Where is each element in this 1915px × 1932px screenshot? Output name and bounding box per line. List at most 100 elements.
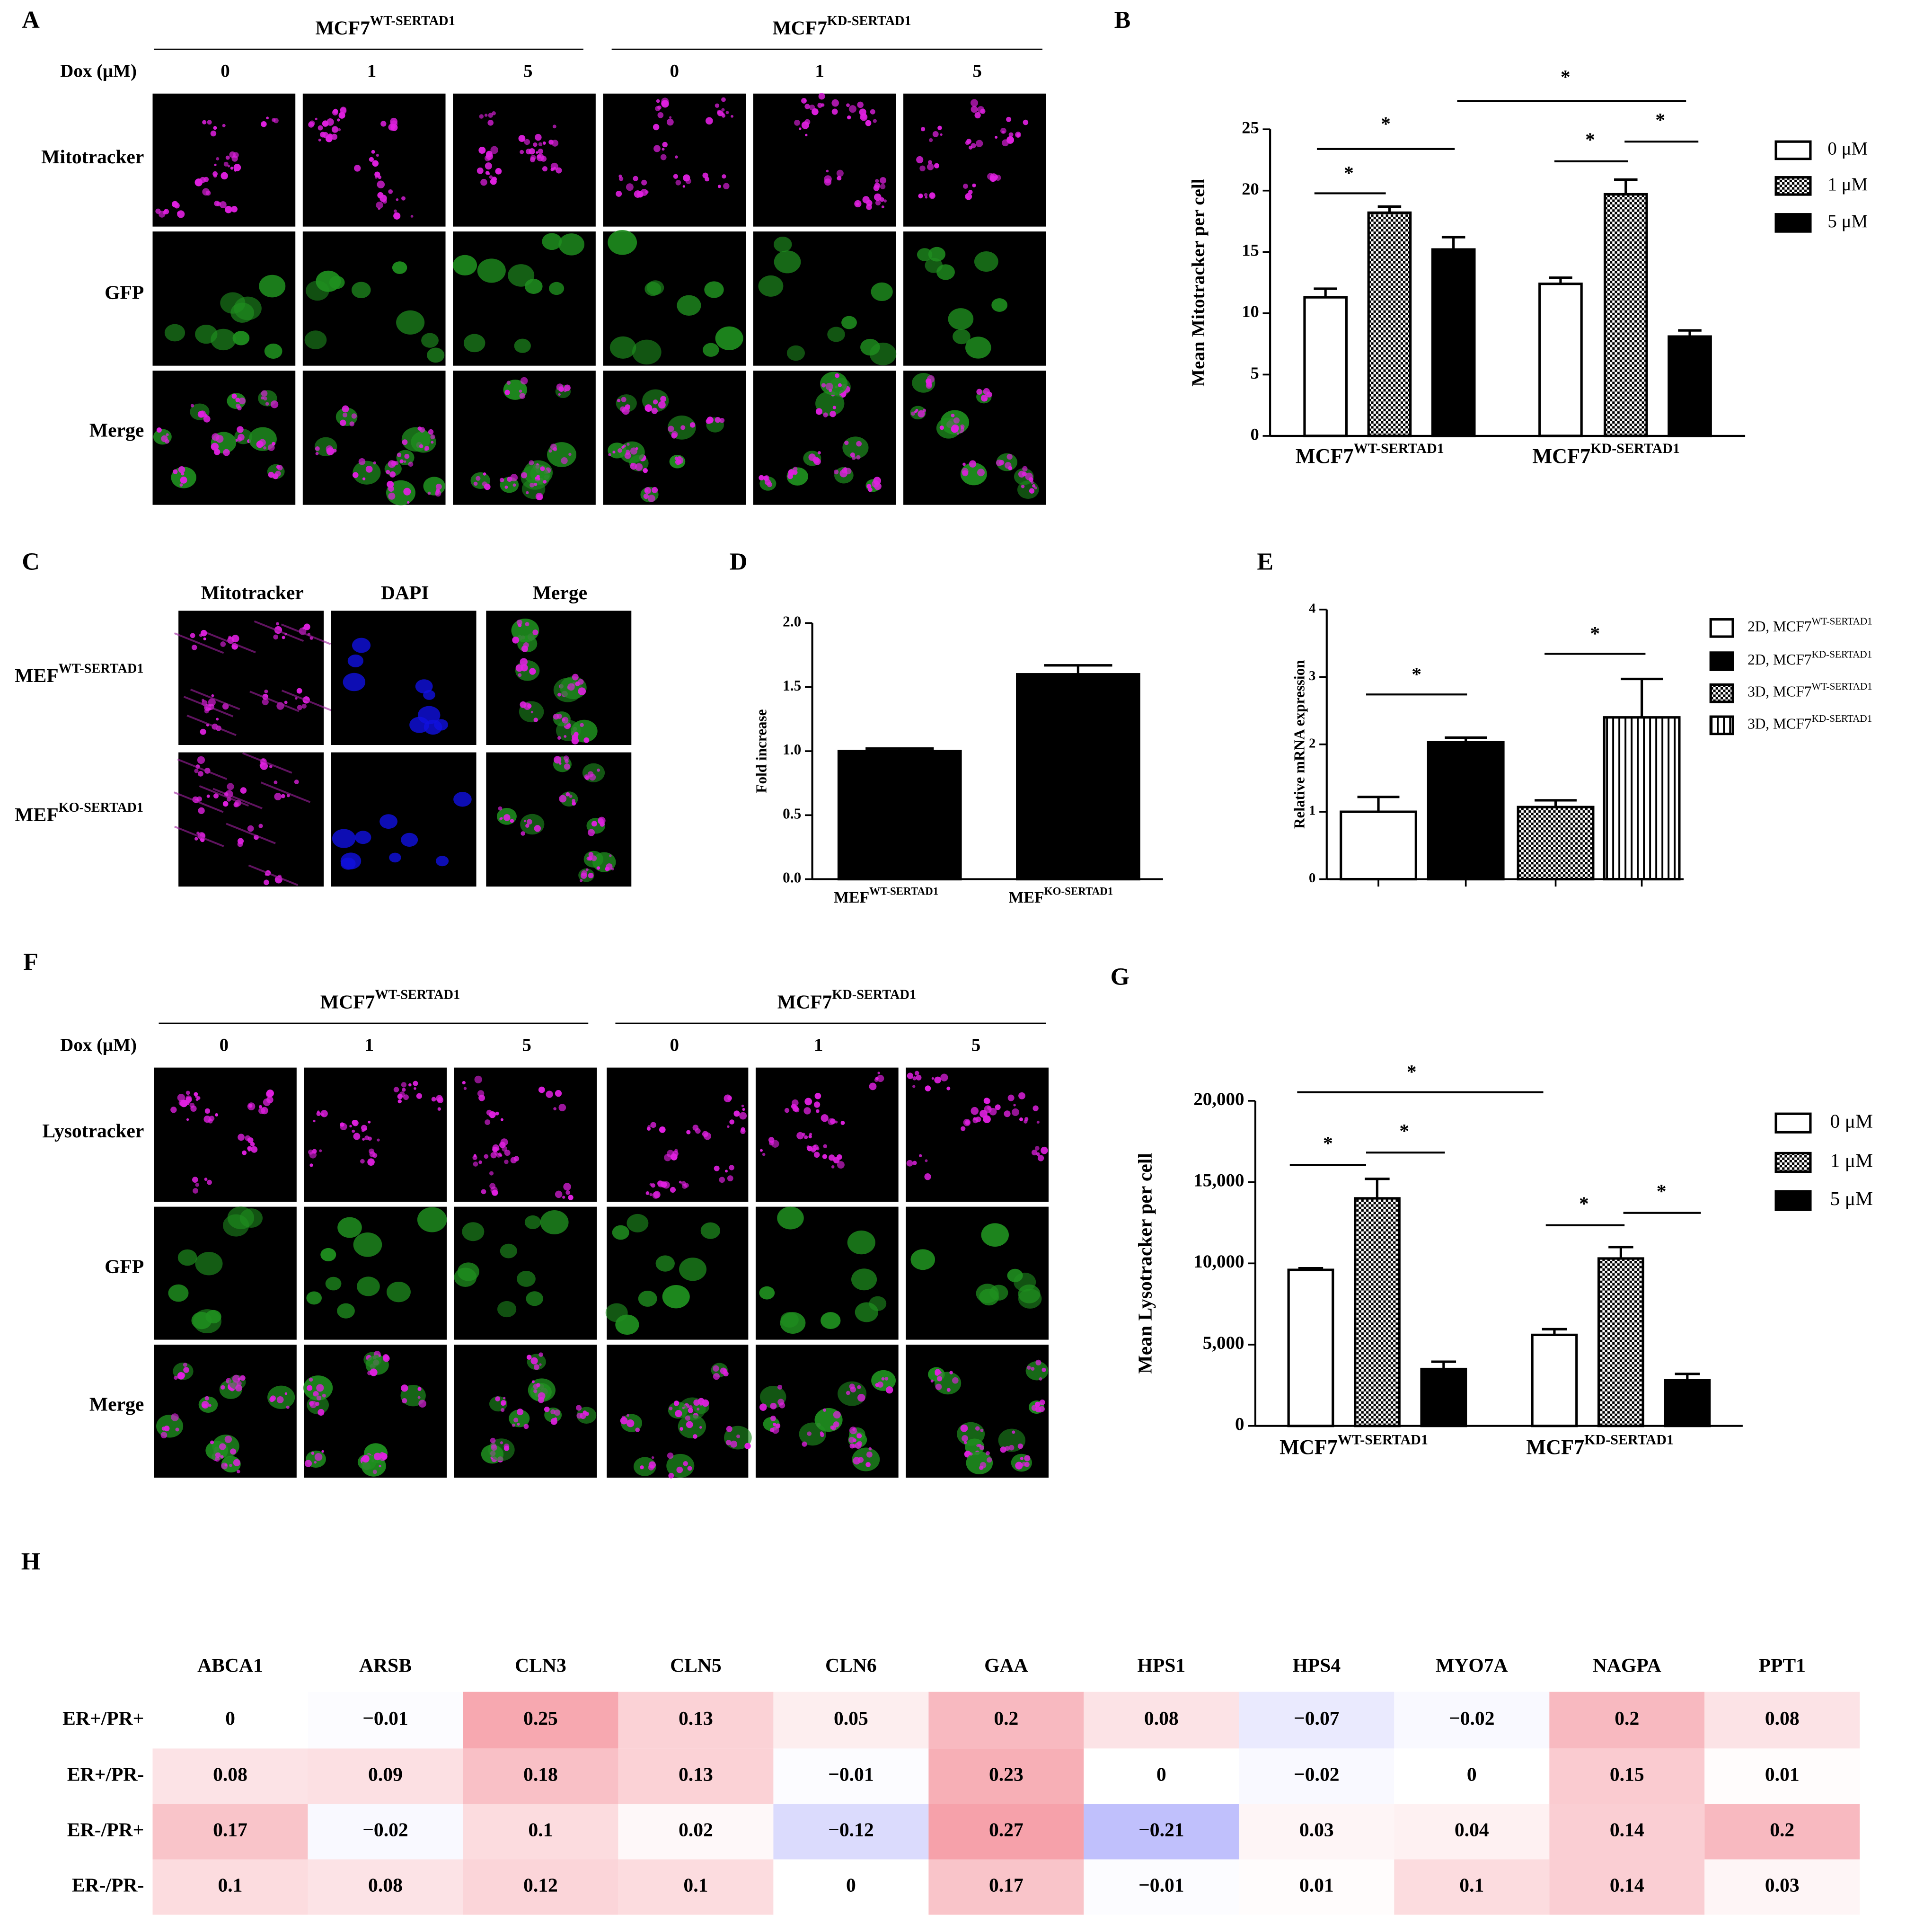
cell-signal [812,1144,819,1151]
heatmap-cell [928,1692,1084,1749]
legend-label-base: 2D, MCF7 [1747,651,1811,668]
bar [1367,211,1412,437]
cell-signal [495,1111,499,1116]
row-label-sup: WT-SERTAD1 [59,661,144,676]
micrograph [755,1067,899,1202]
cell-signal [219,1443,226,1450]
cell-signal [513,1156,520,1161]
cell-signal [884,1377,889,1381]
cell-signal [831,1165,835,1169]
cell-signal [721,108,725,112]
cell-signal [918,410,925,418]
cell-signal [1015,132,1021,138]
bar [1664,1379,1711,1427]
legend-label-sup: WT-SERTAD1 [1812,615,1872,627]
group-header-sup: KD-SERTAD1 [827,13,911,28]
cell-nucleus [340,852,362,869]
legend-swatch [1709,618,1734,638]
cell-signal [803,99,807,102]
panel-letter: G [1111,963,1130,990]
cell-signal [1008,1445,1015,1451]
cell-signal [635,463,643,471]
cell-signal [492,1144,500,1152]
cell-fiber [174,632,224,654]
cell-gfp [677,295,701,316]
cell-label: 0 [1467,1764,1477,1785]
heatmap-cell [1394,1748,1550,1804]
row-label-base: MEF [15,665,58,686]
cell-signal [190,404,194,408]
cell-signal [520,701,527,708]
cell-signal [489,1171,494,1176]
significance-star: * [1657,1181,1667,1203]
cell-signal [713,1373,720,1380]
cell-signal [968,190,973,195]
column-label: Merge [533,582,587,604]
cell-signal [939,425,944,430]
cell-signal [318,125,323,131]
cell-signal [418,1400,426,1408]
cell-signal [857,1385,861,1390]
cell-signal [263,446,266,450]
cell-signal [951,414,955,417]
cell-signal [675,1409,682,1418]
column-label: ABCA1 [197,1655,263,1676]
column-label: NAGPA [1593,1655,1661,1676]
y-tick-label: 20,000 [1193,1089,1244,1109]
cell-signal [830,410,836,417]
cell-signal [295,697,298,700]
cell-signal [402,439,408,445]
cell-signal [912,1161,917,1165]
cell-signal [600,822,605,827]
cell-signal [227,783,234,790]
cell-signal [214,1456,220,1462]
cell-signal [869,1082,877,1090]
legend-swatch [1709,715,1734,736]
cell-signal [727,1175,733,1181]
cell-signal [832,406,836,409]
cell-signal [189,1102,195,1108]
cell-signal [550,1418,557,1425]
cell-label: 0.1 [218,1875,242,1897]
cell-fiber [226,823,276,844]
cell-signal [342,412,348,417]
cell-signal [170,1107,177,1113]
cell-signal [977,106,985,114]
panel-letter: H [21,1548,40,1575]
cell-signal [940,133,943,136]
cell-signal [662,142,668,148]
cell-signal [937,1376,943,1382]
cell-signal [203,637,206,640]
cell-signal [382,1354,389,1361]
cell-signal [964,1441,967,1445]
cell-label: 0.03 [1765,1875,1800,1897]
cell-signal [203,415,211,423]
x-tick-label-sup: WT-SERTAD1 [1354,440,1444,456]
cell-signal [721,97,726,102]
cell-signal [925,1159,928,1162]
cell-gfp [966,1451,993,1474]
x-tick-label-sup: KD-SERTAD1 [1584,1431,1674,1447]
cell-signal [160,1432,168,1439]
cell-signal [302,626,305,629]
cell-gfp [542,233,562,250]
cell-label: 0 [1156,1764,1166,1785]
cell-signal [430,434,435,440]
cell-signal [315,117,318,120]
cell-signal [536,151,538,154]
cell-label: −0.12 [828,1819,874,1841]
cell-signal [194,1092,198,1097]
cell-signal [196,832,200,835]
cell-signal [178,466,185,473]
cell-signal [315,1401,319,1406]
cell-signal [793,467,798,472]
cell-signal [519,393,526,399]
cell-signal [525,622,529,627]
cell-signal [261,390,268,397]
cell-signal [790,471,793,475]
cell-signal [401,196,406,201]
cell-label: 0.17 [213,1819,247,1841]
cell-signal [177,1093,185,1102]
cell-label: 0.25 [523,1708,558,1729]
bar [1603,716,1681,881]
